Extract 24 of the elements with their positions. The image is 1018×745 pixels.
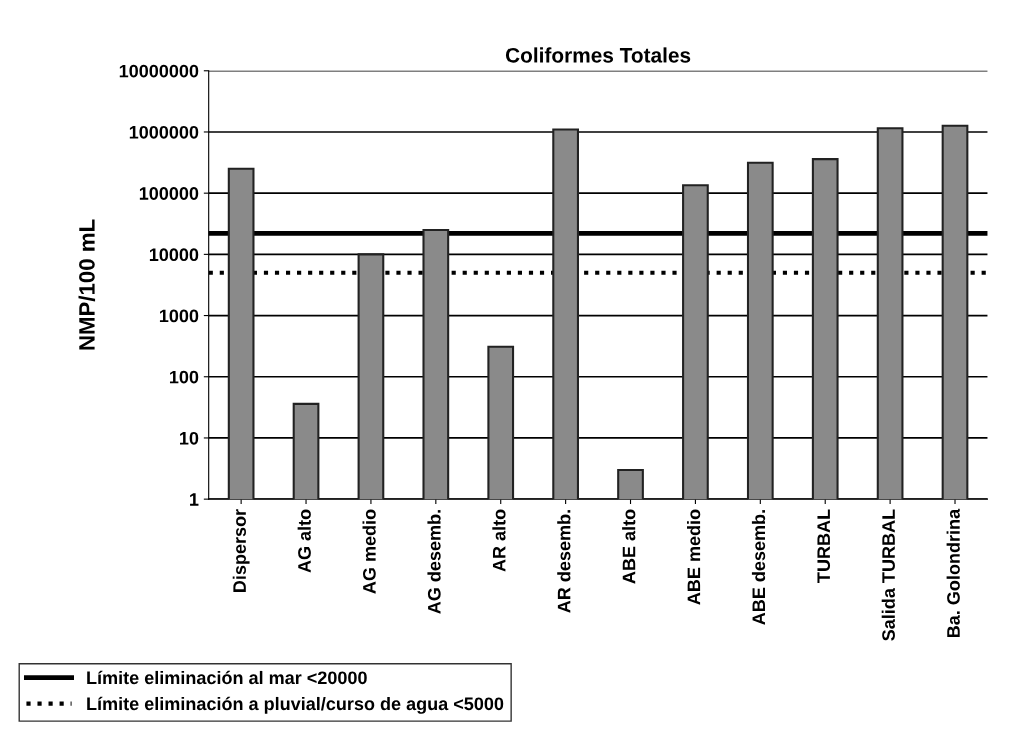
chart-title: Coliformes Totales [505, 47, 691, 63]
x-tick-label: AG medio [362, 509, 376, 594]
x-tick-label: AG desemb. [427, 510, 441, 614]
x-tick-label: AR alto [492, 509, 506, 572]
legend-label: Límite eliminación al mar <20000 [87, 670, 367, 685]
y-tick-label: 100 [169, 370, 199, 384]
y-tick-label: 10000000 [119, 64, 199, 78]
x-tick-label: TURBAL [817, 509, 831, 583]
y-tick-label: 100000 [139, 187, 199, 200]
x-tick-label: Salida TURBAL [881, 509, 895, 641]
y-tick-label: 10000 [149, 248, 199, 262]
x-tick-label: AR desemb. [557, 510, 571, 613]
y-tick-label: 1 [190, 493, 199, 506]
x-tick-label: Ba. Golondrina [946, 508, 960, 638]
x-tick-label: ABE alto [622, 509, 636, 584]
y-tick-label: 1000 [159, 309, 199, 323]
y-axis-title: NMP/100 mL [78, 219, 96, 350]
y-tick-label: 1000000 [129, 125, 199, 139]
legend-label: Límite eliminación a pluvial/curso de agua <5000 [87, 696, 504, 714]
y-tick-label: 10 [180, 431, 199, 445]
x-tick-label: ABE desemb. [751, 510, 766, 625]
x-tick-label: ABE medio [687, 509, 701, 605]
x-tick-label: AG alto [297, 509, 311, 573]
x-tick-label: Dispersor [232, 509, 250, 592]
